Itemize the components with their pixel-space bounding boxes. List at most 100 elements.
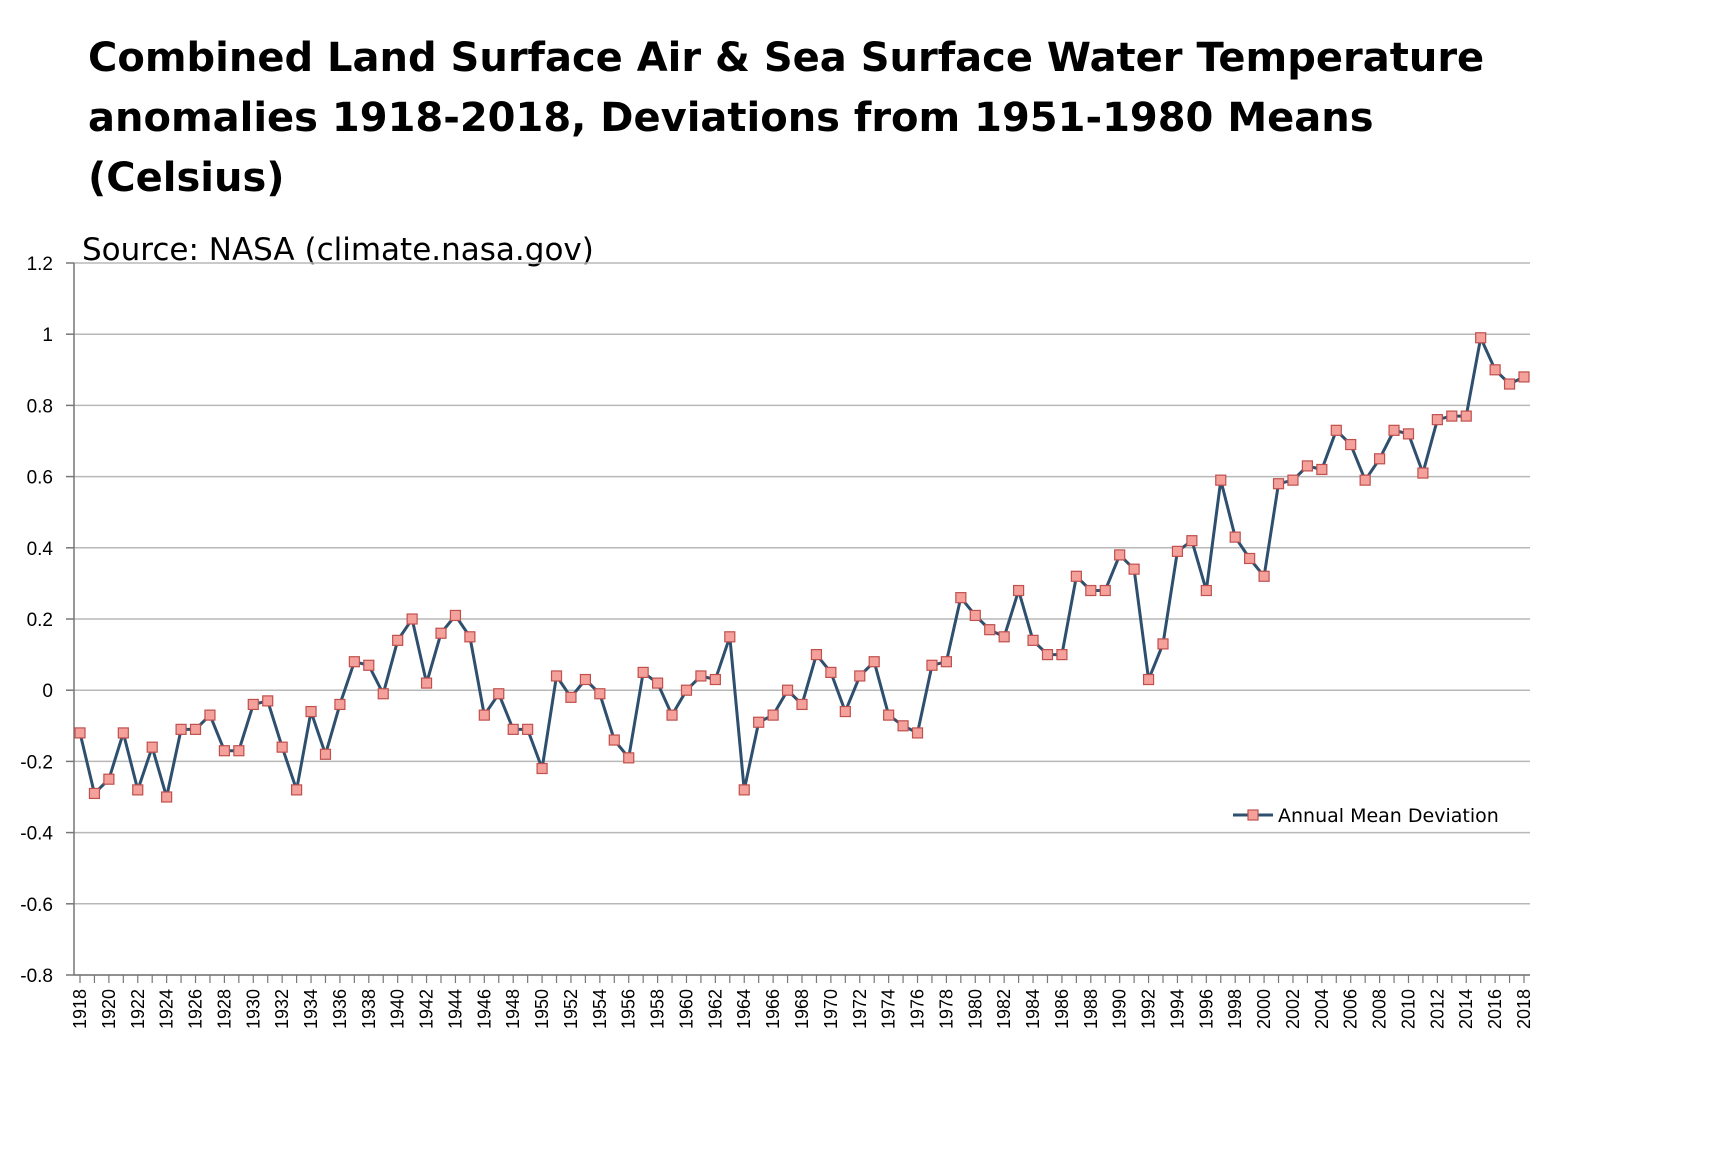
y-tick-label: 0.4	[27, 539, 54, 560]
series-line	[78, 336, 1525, 799]
data-point-1933	[291, 784, 303, 796]
data-point-1961	[695, 670, 707, 682]
x-tick-label: 1958	[648, 989, 668, 1029]
x-tick-label: 2012	[1427, 989, 1447, 1029]
data-point-1942	[420, 677, 433, 689]
data-point-1965	[753, 716, 765, 728]
data-point-2005	[1330, 424, 1342, 436]
data-point-1936	[334, 698, 346, 711]
x-tick-label: 1956	[619, 989, 639, 1029]
data-point-1926	[189, 723, 202, 735]
x-tick-label: 1980	[965, 989, 985, 1029]
data-point-1999	[1244, 552, 1256, 565]
data-point-1996	[1200, 584, 1212, 597]
x-tick-label: 1990	[1110, 989, 1130, 1029]
data-point-1970	[825, 666, 837, 679]
x-tick-label: 1960	[676, 989, 696, 1029]
data-point-1967	[781, 684, 794, 696]
data-point-2018	[1518, 371, 1530, 383]
data-point-1980	[969, 609, 981, 622]
x-tick-label: 1978	[936, 989, 956, 1029]
data-point-1978	[940, 656, 953, 668]
x-tick-label: 1952	[561, 989, 581, 1029]
y-tick-label: 0	[42, 681, 53, 702]
data-point-1944	[449, 609, 462, 622]
data-point-1950	[536, 762, 548, 775]
x-tick-label: 1946	[474, 989, 494, 1029]
x-tick-label: 1962	[705, 989, 725, 1029]
chart-title: Combined Land Surface Air & Sea Surface …	[88, 35, 1485, 201]
data-point-1986	[1056, 648, 1068, 661]
data-point-1983	[1012, 584, 1025, 597]
data-point-1976	[911, 727, 924, 739]
x-tick-label: 1942	[417, 989, 437, 1029]
data-point-1989	[1099, 584, 1111, 597]
data-point-1941	[406, 613, 418, 625]
x-tick-label: 2010	[1398, 989, 1418, 1029]
data-point-1937	[348, 656, 360, 668]
data-point-2014	[1460, 410, 1472, 422]
x-tick-label: 1934	[301, 989, 321, 1029]
data-point-1922	[132, 784, 144, 796]
x-tick-label: 1986	[1052, 989, 1072, 1029]
y-tick-label: -0.8	[20, 966, 53, 987]
x-tick-label: 1966	[763, 989, 783, 1029]
data-point-2002	[1287, 474, 1299, 486]
data-point-2010	[1402, 428, 1415, 440]
data-point-1920	[103, 773, 115, 785]
x-tick-label: 1932	[272, 989, 292, 1029]
x-tick-label: 1928	[214, 989, 234, 1029]
data-point-1928	[218, 745, 230, 757]
legend: Annual Mean Deviation	[1233, 805, 1499, 827]
data-point-2012	[1431, 414, 1443, 426]
data-point-2006	[1345, 438, 1357, 451]
data-point-1994	[1171, 545, 1184, 557]
data-point-1932	[276, 741, 288, 753]
data-point-1955	[608, 734, 620, 746]
x-tick-label: 1948	[503, 989, 523, 1029]
x-tick-label: 2014	[1456, 989, 1476, 1029]
data-point-1969	[810, 648, 823, 661]
data-point-1960	[680, 684, 693, 696]
data-point-2008	[1373, 453, 1386, 465]
y-tick-label: -0.4	[20, 824, 53, 845]
data-point-1963	[724, 631, 736, 643]
data-point-1919	[88, 787, 101, 800]
data-point-1973	[868, 656, 880, 668]
x-tick-label: 1988	[1081, 989, 1101, 1029]
x-tick-label: 1976	[908, 989, 928, 1029]
data-point-1951	[550, 670, 563, 682]
data-point-1931	[262, 695, 274, 707]
x-tick-label: 1996	[1196, 989, 1216, 1029]
data-point-1995	[1186, 535, 1198, 547]
data-point-1985	[1041, 648, 1054, 661]
data-point-1966	[767, 709, 779, 721]
x-tick-label: 1954	[590, 989, 610, 1029]
legend-marker-swatch	[1247, 809, 1259, 821]
data-point-1949	[522, 723, 534, 735]
source-note: Source: NASA (climate.nasa.gov)	[82, 232, 594, 268]
data-point-1998	[1229, 531, 1241, 543]
data-point-2017	[1503, 378, 1516, 390]
x-tick-label: 2018	[1514, 989, 1534, 1029]
y-tick-label: 1.2	[27, 254, 53, 275]
x-tick-label: 1940	[388, 989, 408, 1029]
x-tick-label: 2004	[1312, 989, 1332, 1029]
data-point-1972	[854, 670, 866, 682]
x-tick-labels: 1918 1920 1922 1924 1926 1928 1930 1932 1934 1936…	[70, 975, 1534, 1029]
data-point-2004	[1316, 463, 1328, 476]
data-point-1925	[175, 723, 187, 735]
data-point-1956	[623, 752, 635, 764]
data-point-1974	[883, 709, 895, 721]
x-tick-label: 1964	[734, 989, 754, 1029]
data-point-1958	[651, 677, 664, 689]
series-annual-mean-deviation	[74, 332, 1530, 803]
x-tick-label: 1936	[330, 989, 350, 1029]
x-tick-label: 2000	[1254, 989, 1274, 1029]
data-point-1940	[392, 634, 404, 646]
data-point-1971	[839, 705, 851, 718]
data-point-1990	[1114, 549, 1126, 561]
data-point-1943	[435, 627, 447, 639]
x-tick-label: 1992	[1139, 989, 1159, 1029]
data-point-1946	[478, 709, 490, 721]
